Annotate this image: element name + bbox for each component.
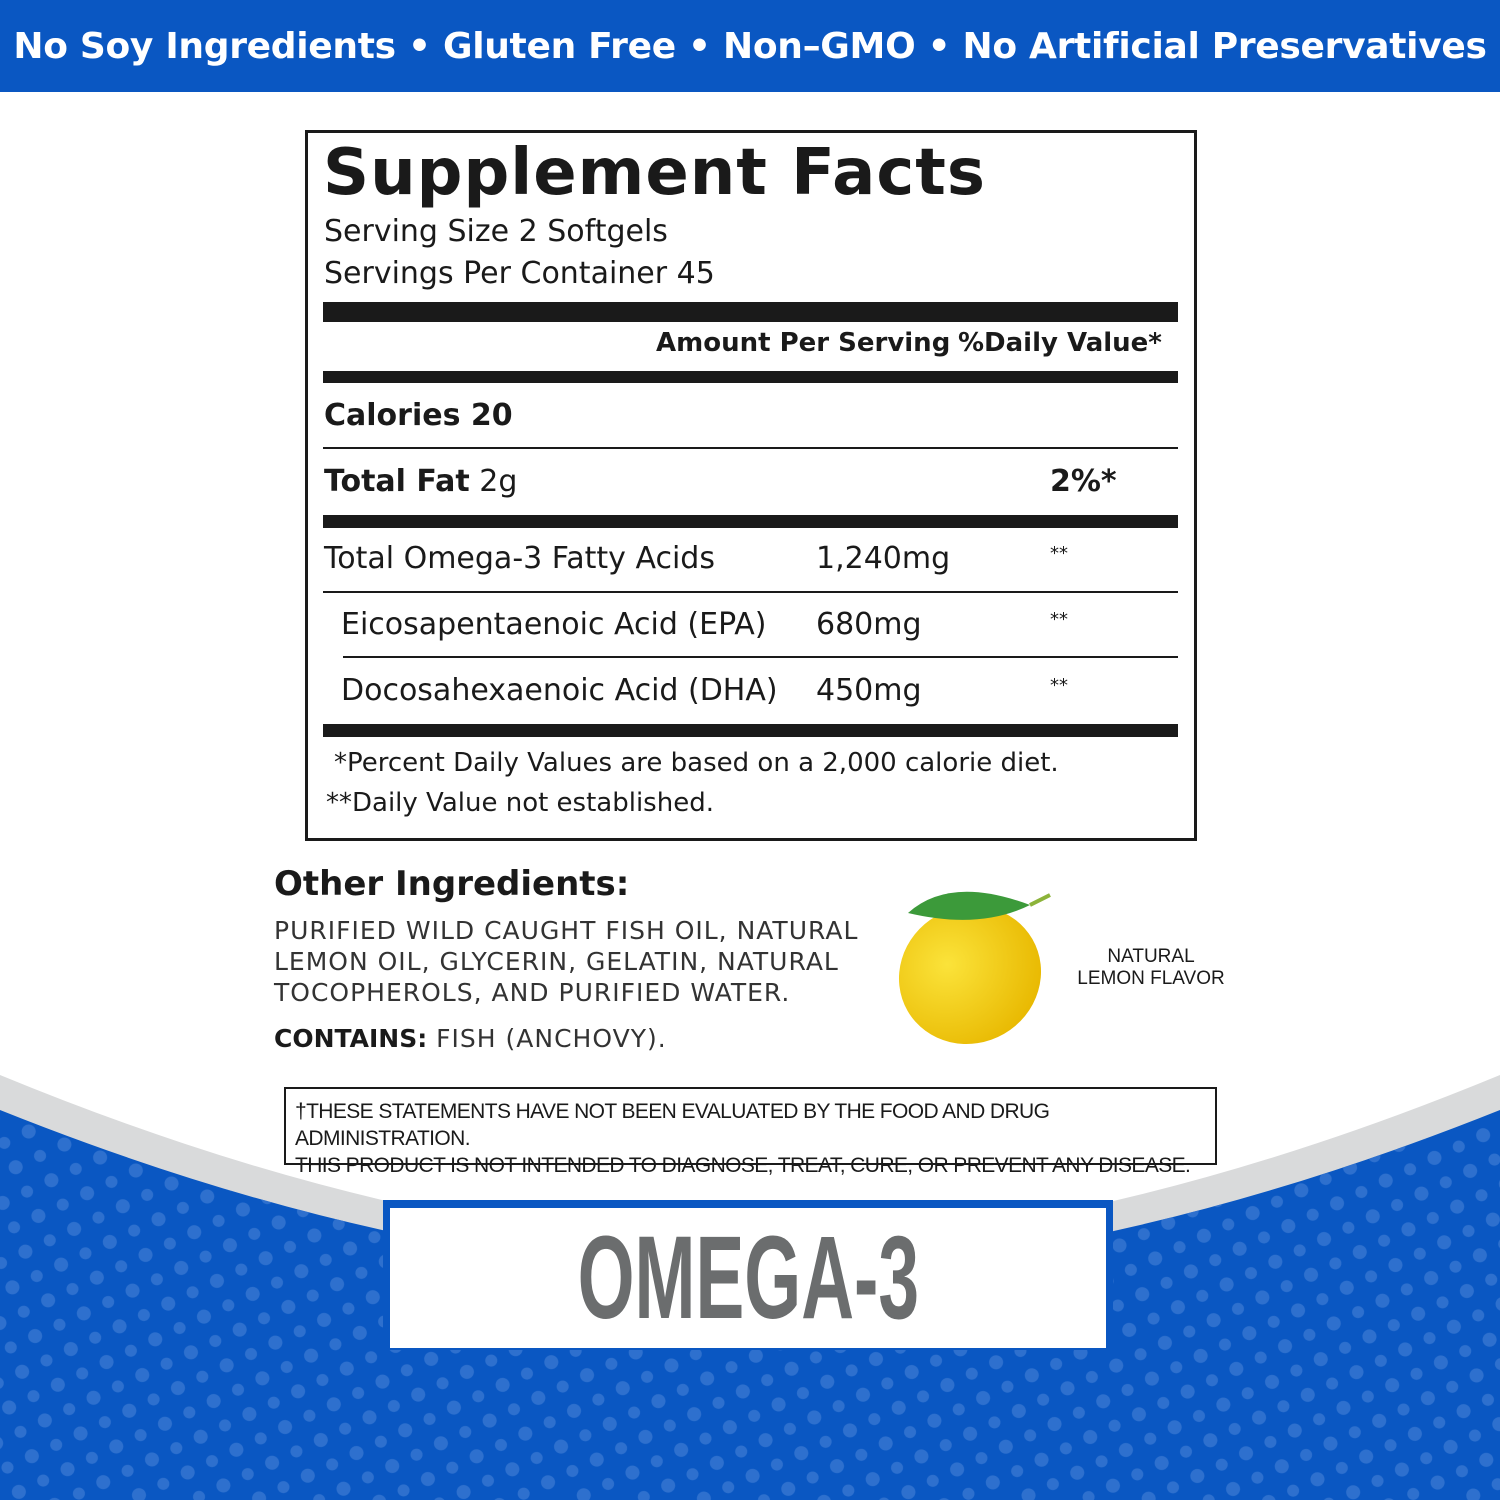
disclaimer-line: THIS PRODUCT IS NOT INTENDED TO DIAGNOSE… [295,1154,1191,1177]
col-dv-header: %Daily Value* [958,328,1162,358]
epa-dv: ** [1050,609,1068,630]
facts-title: Supplement Facts [323,136,986,210]
disclaimer-line: †THESE STATEMENTS HAVE NOT BEEN EVALUATE… [295,1100,1050,1150]
divider [323,591,1178,593]
supplement-facts-panel [305,130,1197,841]
divider-thick [323,302,1178,322]
divider-thick [323,724,1178,737]
footnote-dv: *Percent Daily Values are based on a 2,0… [334,748,1059,778]
epa-name: Eicosapentaenoic Acid (EPA) [341,607,767,642]
total-fat-dv: 2%* [1050,464,1117,499]
flavor-label: NATURAL LEMON FLAVOR [1070,946,1232,990]
divider-thick [323,515,1178,528]
omega3-name: Total Omega-3 Fatty Acids [324,541,715,576]
total-fat-label: Total Fat [324,464,470,499]
servings-per-container: Servings Per Container 45 [324,256,715,291]
epa-amount: 680mg [816,607,922,642]
ingredients-list: PURIFIED WILD CAUGHT FISH OIL, NATURAL L… [274,915,858,1008]
flavor-line: LEMON FLAVOR [1077,968,1225,989]
ingredients-line: PURIFIED WILD CAUGHT FISH OIL, NATURAL [274,916,859,945]
product-name: OMEGA-3 [577,1212,919,1344]
product-name-box: OMEGA-3 [383,1200,1113,1350]
flavor-line: NATURAL [1107,946,1195,967]
contains-line: CONTAINS: FISH (ANCHOVY). [274,1023,667,1054]
calories: Calories 20 [324,398,513,433]
footnote-not-established: **Daily Value not established. [326,788,714,818]
divider [323,447,1178,449]
lemon-icon [898,891,1051,1045]
top-banner: No Soy Ingredients • Gluten Free • Non–G… [0,0,1500,92]
other-ingredients-heading: Other Ingredients: [274,864,630,904]
ingredients-line: TOCOPHEROLS, AND PURIFIED WATER. [274,978,791,1007]
dha-dv: ** [1050,675,1068,696]
contains-label: CONTAINS: [274,1024,428,1053]
ingredients-line: LEMON OIL, GLYCERIN, GELATIN, NATURAL [274,947,839,976]
total-fat-row: Total Fat 2g [324,464,517,499]
divider [343,656,1178,658]
fda-disclaimer: †THESE STATEMENTS HAVE NOT BEEN EVALUATE… [284,1087,1217,1177]
dha-name: Docosahexaenoic Acid (DHA) [341,673,778,708]
banner-text: No Soy Ingredients • Gluten Free • Non–G… [13,25,1487,67]
serving-size: Serving Size 2 Softgels [324,214,668,249]
omega3-amount: 1,240mg [816,541,951,576]
dha-amount: 450mg [816,673,922,708]
total-fat-amount: 2g [479,464,518,499]
omega3-dv: ** [1050,543,1068,564]
col-amount-header: Amount Per Serving [656,328,951,358]
contains-value: FISH (ANCHOVY). [436,1024,667,1053]
divider-thick [323,371,1178,383]
